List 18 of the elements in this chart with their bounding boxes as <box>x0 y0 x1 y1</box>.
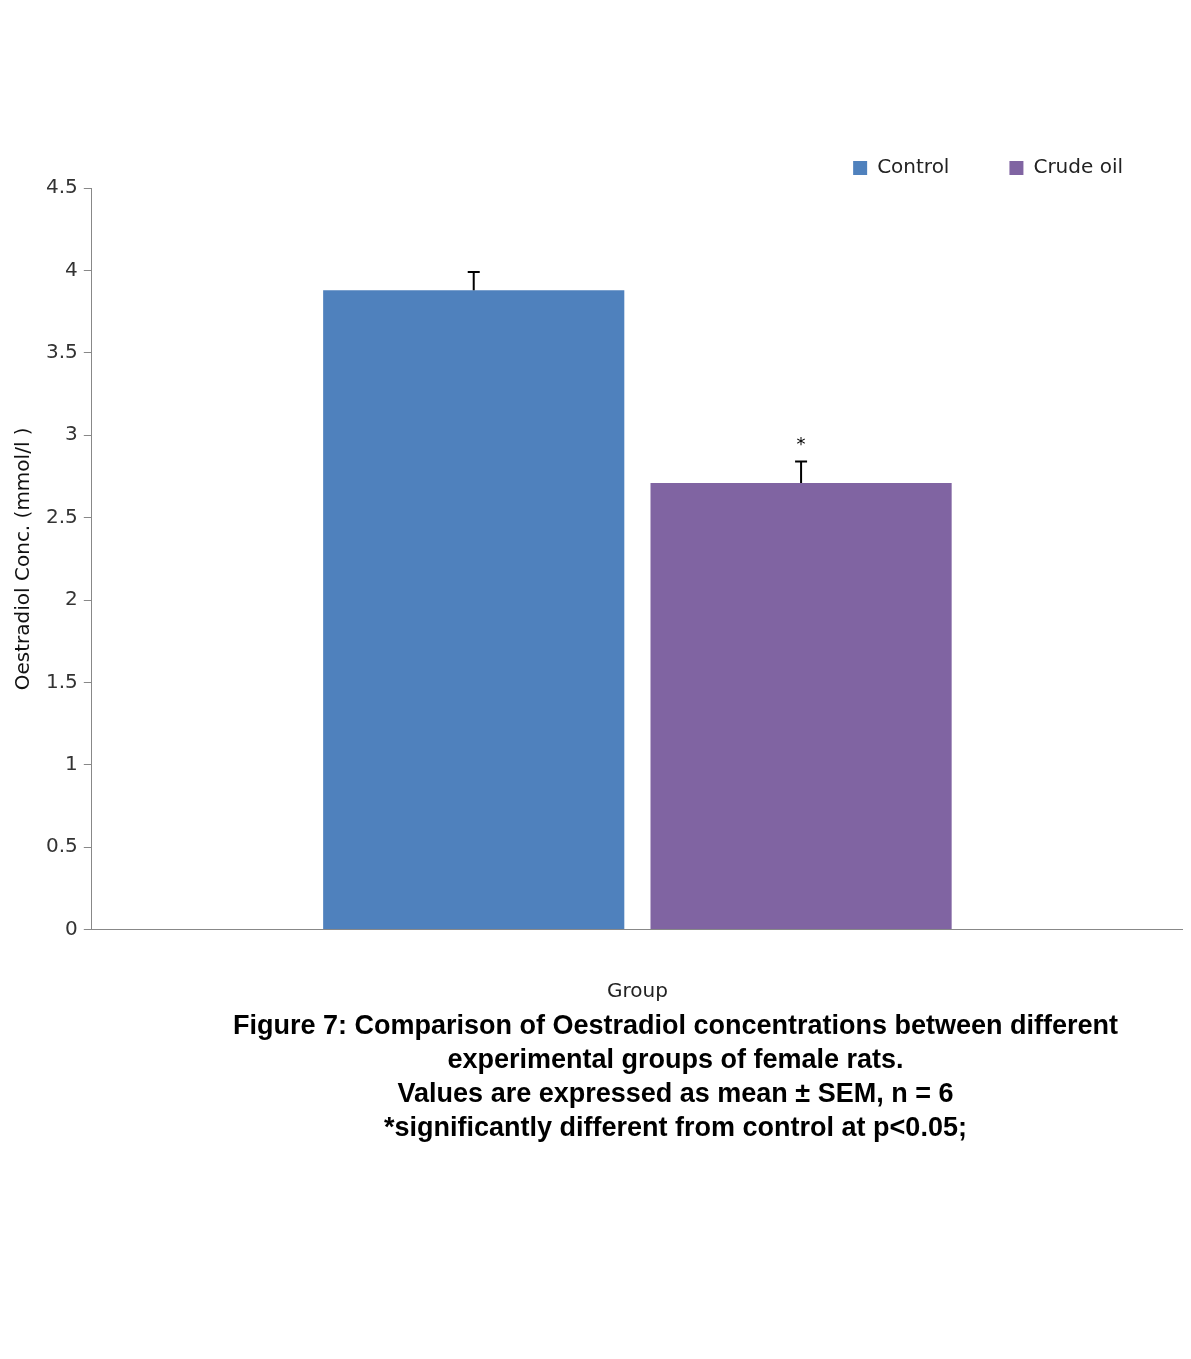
data-label: * <box>796 433 806 455</box>
y-tick-label: 2.5 <box>45 503 78 528</box>
text: Values are expressed as mean ± SEM, n = 6 <box>396 1077 955 1110</box>
y-tick-label: 3.5 <box>45 339 78 363</box>
y-tick-label: 1 <box>65 751 78 775</box>
y-tick-label: 4.5 <box>45 174 78 199</box>
x-axis-title: Group <box>606 978 668 1003</box>
y-axis-title: Oestradiol Conc. (mmol/l ) <box>10 427 35 691</box>
y-tick-label: 2 <box>65 586 78 611</box>
text: *significantly different from control at p<0.05; <box>383 1111 968 1144</box>
y-tick-label: 4 <box>65 256 78 281</box>
y-tick-label: 3 <box>65 421 78 446</box>
legend-label: Crude oil <box>1033 154 1124 179</box>
y-tick-label: 0.5 <box>45 833 78 858</box>
legend-label: Control <box>877 154 950 179</box>
text: Figure 7: Comparison of Oestradiol concentrations between different experimental groups of female rats. <box>231 1009 1120 1076</box>
y-tick-label: 0 <box>65 915 78 940</box>
y-tick-label: 1.5 <box>45 668 78 693</box>
